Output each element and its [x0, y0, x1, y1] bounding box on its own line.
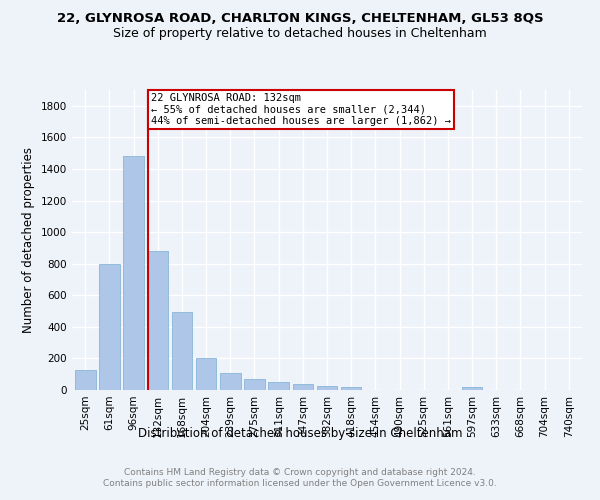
Bar	[244, 379, 265, 390]
Text: Distribution of detached houses by size in Cheltenham: Distribution of detached houses by size …	[138, 428, 462, 440]
Bar	[172, 312, 192, 390]
Bar	[148, 251, 168, 390]
Bar	[462, 387, 482, 390]
Bar	[268, 382, 289, 390]
Bar	[317, 386, 337, 390]
Text: 22, GLYNROSA ROAD, CHARLTON KINGS, CHELTENHAM, GL53 8QS: 22, GLYNROSA ROAD, CHARLTON KINGS, CHELT…	[56, 12, 544, 26]
Bar	[293, 384, 313, 390]
Bar	[341, 386, 361, 390]
Text: Contains HM Land Registry data © Crown copyright and database right 2024.
Contai: Contains HM Land Registry data © Crown c…	[103, 468, 497, 487]
Bar	[220, 372, 241, 390]
Y-axis label: Number of detached properties: Number of detached properties	[22, 147, 35, 333]
Bar	[196, 358, 217, 390]
Bar	[75, 370, 95, 390]
Bar	[99, 264, 120, 390]
Text: Size of property relative to detached houses in Cheltenham: Size of property relative to detached ho…	[113, 28, 487, 40]
Bar	[124, 156, 144, 390]
Text: 22 GLYNROSA ROAD: 132sqm
← 55% of detached houses are smaller (2,344)
44% of sem: 22 GLYNROSA ROAD: 132sqm ← 55% of detach…	[151, 93, 451, 126]
